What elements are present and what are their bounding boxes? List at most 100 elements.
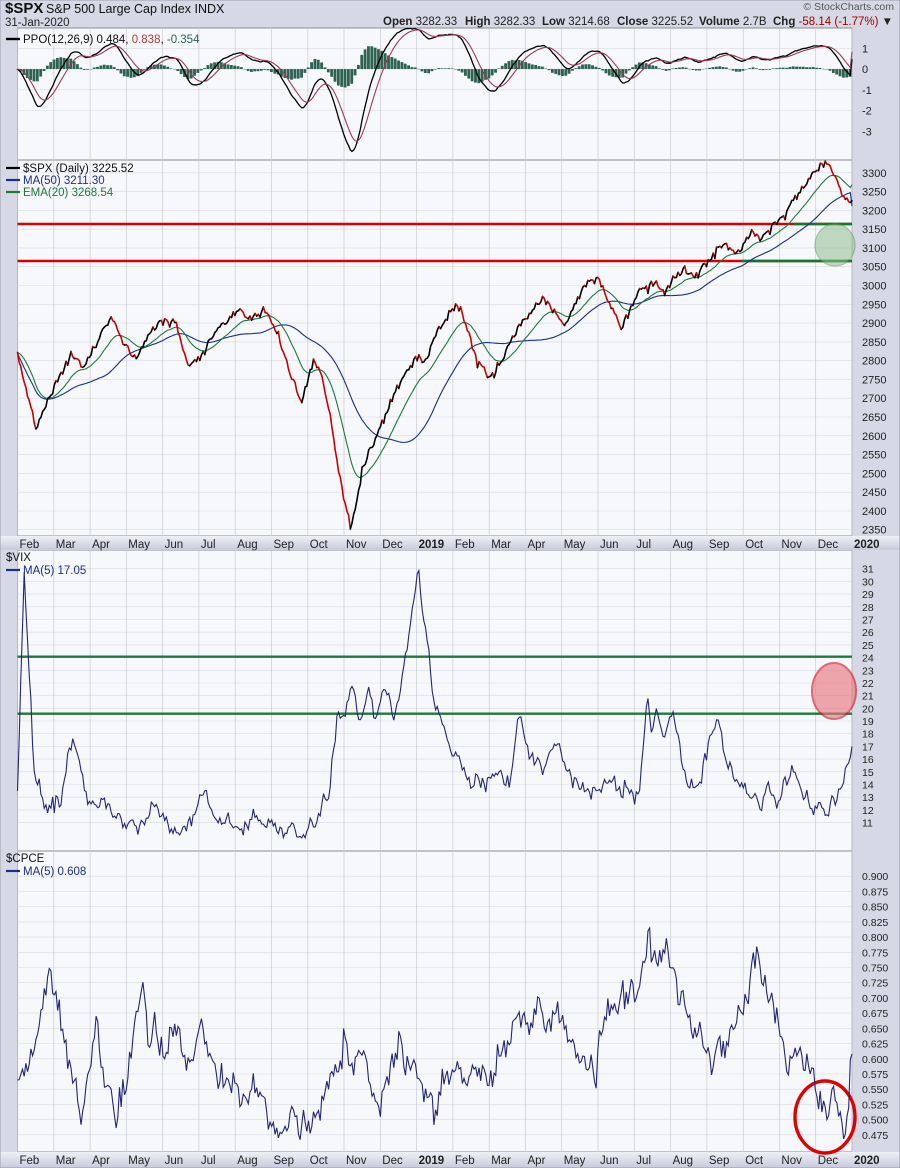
svg-text:Oct: Oct (310, 539, 329, 551)
svg-text:Apr: Apr (528, 539, 546, 551)
svg-text:Aug: Aug (673, 1155, 693, 1167)
svg-text:Nov: Nov (346, 539, 367, 551)
svg-text:15: 15 (862, 767, 874, 779)
svg-text:Feb: Feb (20, 1155, 40, 1167)
svg-text:Jun: Jun (600, 539, 619, 551)
svg-text:Open 3282.33: Open 3282.33 (383, 16, 457, 28)
svg-text:0.525: 0.525 (862, 1099, 888, 1111)
svg-text:Mar: Mar (56, 1155, 76, 1167)
svg-text:Sep: Sep (709, 1155, 729, 1167)
svg-text:2019: 2019 (419, 539, 445, 551)
svg-text:0.675: 0.675 (862, 1008, 888, 1020)
svg-text:2850: 2850 (862, 337, 886, 349)
svg-text:2800: 2800 (862, 356, 886, 368)
svg-text:Nov: Nov (346, 1155, 367, 1167)
svg-text:0: 0 (862, 64, 868, 76)
svg-text:2019: 2019 (419, 1155, 445, 1167)
svg-text:0.800: 0.800 (862, 932, 888, 944)
svg-text:Sep: Sep (274, 539, 294, 551)
svg-text:Dec: Dec (382, 539, 403, 551)
svg-text:Jun: Jun (600, 1155, 619, 1167)
svg-text:11: 11 (862, 818, 873, 830)
svg-text:Sep: Sep (709, 539, 729, 551)
svg-text:3100: 3100 (862, 243, 886, 255)
svg-text:2600: 2600 (862, 431, 886, 443)
svg-text:0.575: 0.575 (862, 1069, 888, 1081)
svg-text:Jul: Jul (636, 539, 651, 551)
svg-text:31: 31 (862, 564, 874, 576)
svg-text:2500: 2500 (862, 468, 886, 480)
svg-text:0.650: 0.650 (862, 1023, 888, 1035)
svg-text:Feb: Feb (455, 539, 475, 551)
svg-text:25: 25 (862, 640, 874, 652)
svg-text:24: 24 (862, 653, 874, 665)
svg-text:2550: 2550 (862, 450, 886, 462)
svg-text:MA(50) 3211.30: MA(50) 3211.30 (23, 175, 105, 187)
svg-text:Oct: Oct (745, 1155, 764, 1167)
svg-text:High 3282.33: High 3282.33 (465, 16, 535, 28)
svg-text:May: May (564, 539, 586, 551)
svg-text:-3: -3 (862, 126, 872, 138)
svg-text:Jul: Jul (201, 539, 216, 551)
svg-text:Apr: Apr (528, 1155, 546, 1167)
svg-text:2020: 2020 (854, 539, 880, 551)
svg-text:0.775: 0.775 (862, 947, 888, 959)
svg-text:14: 14 (862, 780, 874, 792)
svg-text:0.600: 0.600 (862, 1054, 888, 1066)
svg-text:1: 1 (862, 43, 868, 55)
svg-text:23: 23 (862, 665, 874, 677)
svg-text:0.500: 0.500 (862, 1115, 888, 1127)
svg-text:Nov: Nov (781, 539, 802, 551)
svg-text:-2: -2 (862, 106, 872, 118)
svg-text:20: 20 (862, 703, 874, 715)
svg-text:May: May (128, 539, 150, 551)
svg-text:0.625: 0.625 (862, 1039, 888, 1051)
svg-text:Feb: Feb (455, 1155, 475, 1167)
svg-text:$SPX: $SPX (5, 0, 43, 17)
svg-text:Dec: Dec (818, 1155, 839, 1167)
svg-text:2450: 2450 (862, 487, 886, 499)
svg-text:2350: 2350 (862, 525, 886, 537)
svg-text:Jun: Jun (165, 539, 184, 551)
svg-text:-1: -1 (862, 85, 872, 97)
svg-text:Nov: Nov (781, 1155, 802, 1167)
svg-text:2750: 2750 (862, 374, 886, 386)
svg-text:3200: 3200 (862, 205, 886, 217)
svg-text:Dec: Dec (382, 1155, 403, 1167)
svg-text:MA(5) 17.05: MA(5) 17.05 (23, 565, 86, 577)
svg-text:Dec: Dec (818, 539, 839, 551)
svg-text:Oct: Oct (745, 539, 764, 551)
svg-text:0.850: 0.850 (862, 902, 888, 914)
svg-text:0.475: 0.475 (862, 1130, 888, 1142)
svg-text:© StockCharts.com: © StockCharts.com (803, 1, 894, 13)
svg-text:$VIX: $VIX (6, 552, 31, 564)
svg-text:Oct: Oct (310, 1155, 329, 1167)
svg-text:2700: 2700 (862, 393, 886, 405)
svg-text:Feb: Feb (20, 539, 40, 551)
svg-text:Volume 2.7B: Volume 2.7B (699, 16, 767, 28)
svg-text:3150: 3150 (862, 224, 886, 236)
svg-text:S&P 500 Large Cap Index INDX: S&P 500 Large Cap Index INDX (46, 2, 225, 16)
svg-text:EMA(20) 3268.54: EMA(20) 3268.54 (23, 187, 114, 199)
svg-text:22: 22 (862, 678, 874, 690)
svg-text:3050: 3050 (862, 262, 886, 274)
svg-text:3250: 3250 (862, 187, 886, 199)
svg-text:Jun: Jun (165, 1155, 184, 1167)
svg-text:0.750: 0.750 (862, 963, 888, 975)
svg-text:26: 26 (862, 627, 874, 639)
svg-text:Apr: Apr (92, 539, 110, 551)
svg-text:31-Jan-2020: 31-Jan-2020 (5, 17, 70, 29)
svg-text:0.875: 0.875 (862, 887, 888, 899)
svg-text:3300: 3300 (862, 168, 886, 180)
svg-text:0.700: 0.700 (862, 993, 888, 1005)
svg-text:Close 3225.52: Close 3225.52 (617, 16, 693, 28)
svg-text:3000: 3000 (862, 281, 886, 293)
svg-text:2650: 2650 (862, 412, 886, 424)
svg-text:21: 21 (862, 691, 874, 703)
svg-text:12: 12 (862, 805, 874, 817)
svg-text:Jul: Jul (201, 1155, 216, 1167)
svg-text:27: 27 (862, 615, 874, 627)
svg-text:2950: 2950 (862, 299, 886, 311)
svg-text:Mar: Mar (56, 539, 76, 551)
svg-text:Mar: Mar (491, 1155, 511, 1167)
